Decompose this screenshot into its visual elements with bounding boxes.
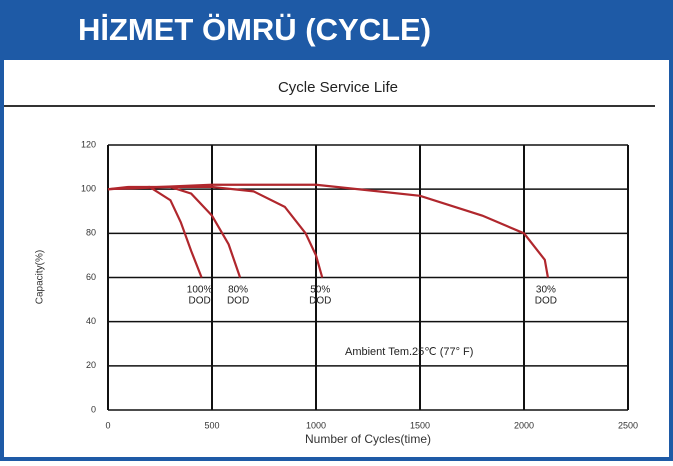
- y-axis-label: Capacity(%): [35, 250, 46, 304]
- x-tick-label: 1500: [410, 420, 430, 430]
- curve-label: 80% DOD: [227, 284, 249, 306]
- y-tick-label: 80: [86, 228, 96, 238]
- x-tick-label: 2000: [514, 420, 534, 430]
- y-tick-label: 0: [91, 404, 96, 414]
- x-tick-label: 0: [105, 420, 110, 430]
- annotation-bg: [340, 343, 400, 361]
- x-tick-label: 500: [204, 420, 219, 430]
- y-tick-label: 100: [81, 184, 96, 194]
- curve-label: 30% DOD: [535, 284, 557, 306]
- annotation: Ambient Tem.25℃ (77° F): [345, 346, 473, 358]
- x-tick-label: 1000: [306, 420, 326, 430]
- y-tick-label: 20: [86, 360, 96, 370]
- curve: [107, 183, 550, 278]
- y-tick-label: 120: [81, 139, 96, 149]
- chart-title: Cycle Service Life: [278, 79, 398, 96]
- x-tick-label: 2500: [618, 420, 638, 430]
- curve-label: 50% DOD: [309, 284, 331, 306]
- y-tick-label: 60: [86, 272, 96, 282]
- curve-label: 100% DOD: [187, 284, 213, 306]
- x-axis-label: Number of Cycles(time): [305, 432, 431, 446]
- header-title: HİZMET ÖMRÜ (CYCLE): [78, 12, 431, 47]
- curve: [107, 185, 203, 278]
- panel: [4, 60, 669, 457]
- y-tick-label: 40: [86, 316, 96, 326]
